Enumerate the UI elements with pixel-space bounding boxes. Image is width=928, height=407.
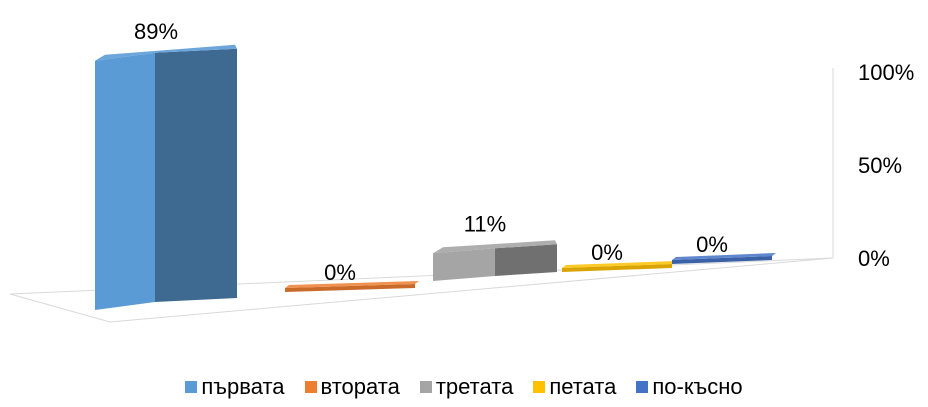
legend-item: първата — [185, 374, 285, 400]
bar-front — [433, 248, 495, 281]
bar-flat — [562, 264, 672, 272]
legend-label: петата — [549, 374, 617, 399]
floor-plane — [9, 257, 834, 323]
bar-side — [155, 48, 237, 302]
legend-item: втората — [304, 374, 400, 400]
bar-top — [285, 281, 419, 288]
data-label: 89% — [134, 19, 178, 44]
legend-item: по-късно — [636, 374, 743, 400]
y-tick-label: 100% — [858, 60, 914, 85]
bar-front — [95, 52, 155, 311]
legend-label: втората — [320, 374, 400, 399]
bar-top — [672, 253, 776, 260]
bar-flat — [672, 256, 772, 264]
legend-swatch — [419, 381, 432, 393]
bar-третата — [433, 240, 557, 281]
bars — [95, 44, 776, 311]
bar-петата — [562, 261, 676, 272]
legend-swatch — [636, 381, 649, 393]
data-label: 11% — [464, 211, 506, 236]
chart-floor — [9, 68, 834, 323]
bar-top — [433, 240, 557, 254]
data-label: 0% — [591, 240, 623, 265]
legend-item: третата — [419, 374, 514, 400]
bar-първата — [95, 44, 237, 311]
data-labels: 89% 0% 11% 0% 0% — [134, 19, 728, 285]
y-tick-label: 0% — [858, 246, 890, 271]
data-label: 0% — [324, 260, 356, 285]
legend-swatch — [185, 381, 198, 393]
bar-по-късно — [672, 253, 776, 264]
y-tick-label: 50% — [858, 153, 902, 178]
bar-top — [562, 261, 676, 268]
value-axis: 0% 50% 100% — [858, 60, 914, 271]
legend-label: по-късно — [652, 374, 743, 399]
legend-swatch — [304, 381, 317, 393]
legend-swatch — [533, 381, 546, 393]
bar-flat — [285, 284, 415, 292]
bar-side — [495, 244, 557, 276]
bar-top — [95, 44, 237, 61]
legend-label: третата — [435, 374, 514, 399]
legend-item: петата — [533, 374, 616, 400]
bar-втората — [285, 281, 419, 292]
data-label: 0% — [696, 232, 728, 257]
legend: първата втората третата петата по-късно — [0, 373, 928, 401]
legend-label: първата — [201, 374, 285, 399]
